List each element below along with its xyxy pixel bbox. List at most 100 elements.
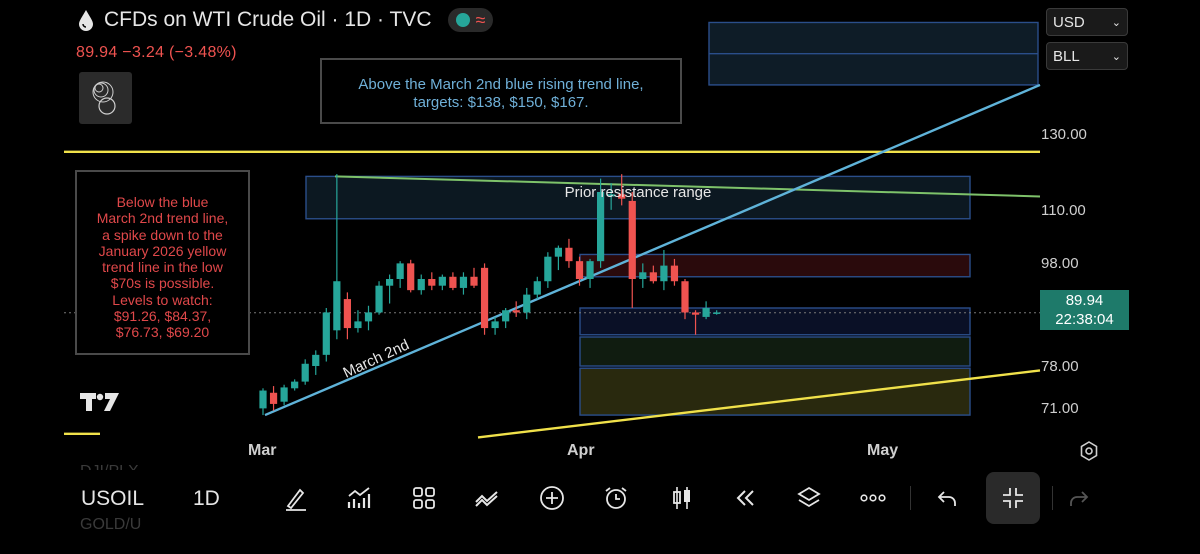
fullscreen-button[interactable]: [986, 472, 1040, 524]
note-line: targets: $138, $150, $167.: [413, 94, 589, 111]
wave-icon: ≈: [475, 10, 486, 30]
chevron-down-icon: ⌄: [1111, 50, 1121, 63]
note-line: trend line in the low: [102, 259, 223, 276]
note-line: a spike down to the: [102, 226, 223, 243]
rewind-icon: [736, 490, 754, 506]
change-value: −3.24 (−3.48%): [122, 44, 237, 61]
symbol-logo: [79, 72, 132, 124]
month-label: Apr: [567, 442, 595, 459]
redo-button[interactable]: [1062, 482, 1094, 514]
note-line: Above the March 2nd blue rising trend li…: [358, 76, 644, 93]
note-line: March 2nd trend line,: [96, 210, 229, 227]
candle-body: [575, 261, 584, 279]
candle-body: [259, 390, 267, 409]
month-label: May: [867, 442, 899, 459]
candle-body: [386, 279, 394, 286]
market-status-pill[interactable]: ≈: [447, 8, 494, 32]
candle-body: [343, 299, 351, 329]
add-button[interactable]: [536, 482, 568, 514]
unit-select[interactable]: BLL ⌄: [1046, 42, 1128, 70]
candle-body: [713, 312, 721, 314]
candle-body: [670, 265, 679, 282]
compare-icon: [475, 491, 498, 507]
candle-body: [354, 321, 362, 329]
axis-label: 130.00: [1041, 126, 1087, 143]
price-zone: [579, 336, 971, 367]
plus-circle-icon: [540, 486, 564, 510]
compare-button[interactable]: [471, 482, 503, 514]
interval-button[interactable]: 1D: [193, 487, 220, 510]
candle-body: [480, 267, 489, 329]
last-price: 89.94: [76, 44, 118, 61]
candle-body: [407, 263, 415, 291]
price-change: 89.94 −3.24 (−3.48%): [76, 44, 237, 62]
more-dots-icon: [860, 494, 886, 502]
candle-body: [375, 285, 383, 313]
pen-icon: [286, 488, 306, 511]
alert-button[interactable]: [600, 482, 632, 514]
candle-body: [702, 308, 710, 317]
candle-body: [628, 200, 636, 279]
chart-type-button[interactable]: [666, 482, 698, 514]
candle-body: [312, 354, 320, 366]
axis-label: 110.00: [1041, 202, 1086, 219]
candle-body: [512, 310, 520, 313]
note-line: Below the blue: [116, 194, 209, 210]
settings-gear-icon[interactable]: [1078, 440, 1100, 462]
month-label: Mar: [248, 442, 277, 459]
candle-body: [565, 247, 573, 262]
march-2nd-trend-line: [264, 83, 1041, 417]
tradingview-logo-icon: [80, 393, 119, 411]
candle-body: [269, 392, 278, 404]
axis-label: 98.00: [1041, 255, 1079, 272]
undo-icon: [937, 491, 956, 506]
candles-icon: [673, 487, 690, 509]
candle-body: [459, 276, 468, 288]
note-line: January 2026 yellow: [98, 242, 227, 259]
bullish-note[interactable]: Above the March 2nd blue rising trend li…: [320, 58, 682, 124]
price-zone: [579, 307, 971, 336]
ghost-symbol: GOLD/U: [80, 516, 142, 533]
layout-button[interactable]: [408, 482, 440, 514]
more-button[interactable]: [857, 482, 889, 514]
object-tree-button[interactable]: [793, 482, 825, 514]
resistance-trend-line: [334, 175, 1041, 198]
replay-button[interactable]: [729, 482, 761, 514]
note-line: Levels to watch:: [112, 291, 213, 308]
indicators-button[interactable]: [343, 482, 375, 514]
bearish-note[interactable]: Below the blue March 2nd trend line, a s…: [75, 170, 250, 355]
bottom-toolbar: [64, 470, 1136, 526]
market-status-dot: [455, 13, 470, 27]
candle-body: [544, 256, 552, 282]
collapse-icon-wrap[interactable]: [997, 482, 1029, 514]
redo-icon: [1070, 491, 1089, 506]
candle-body: [428, 279, 436, 286]
candle-body: [681, 281, 689, 313]
candle-body: [364, 312, 373, 322]
candle-body: [597, 192, 605, 262]
symbol-title[interactable]: CFDs on WTI Crude Oil · 1D · TVC: [104, 8, 432, 31]
candle-body: [523, 294, 531, 313]
symbol-button[interactable]: USOIL: [81, 487, 145, 510]
chart-header: CFDs on WTI Crude Oil · 1D · TVC ≈: [76, 8, 494, 32]
candle-body: [470, 276, 478, 286]
collapse-icon: [1003, 488, 1023, 508]
candle-body: [649, 272, 657, 282]
current-price-tag: 89.94 22:38:04: [1040, 290, 1129, 330]
undo-button[interactable]: [932, 482, 964, 514]
alarm-clock-icon: [605, 487, 627, 509]
current-price: 89.94: [1065, 292, 1104, 309]
toolbar-divider: [1052, 486, 1053, 510]
currency-select[interactable]: USD ⌄: [1046, 8, 1128, 36]
candle-body: [502, 310, 510, 322]
currency-value: USD: [1053, 13, 1085, 31]
drawing-tool-button[interactable]: [280, 482, 312, 514]
indicators-icon: [347, 487, 371, 508]
candle-body: [438, 276, 446, 286]
unit-value: BLL: [1053, 47, 1080, 65]
candle-body: [660, 265, 668, 282]
candle-body: [417, 279, 425, 291]
candle-body: [333, 281, 341, 331]
candle-body: [639, 272, 647, 279]
